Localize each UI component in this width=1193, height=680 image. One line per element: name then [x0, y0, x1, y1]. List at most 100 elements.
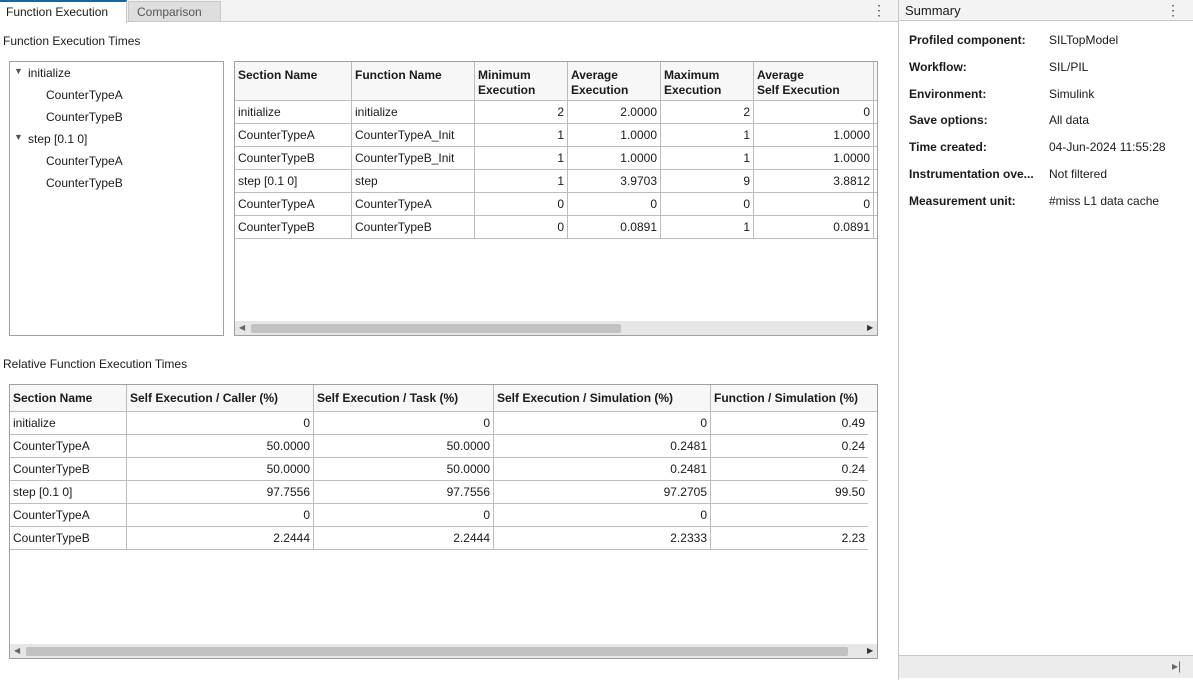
summary-label: Profiled component:: [909, 33, 1026, 47]
tree-node[interactable]: CounterTypeA: [46, 154, 123, 168]
column-header[interactable]: Average Self Execution: [754, 62, 874, 101]
table-cell: CounterTypeB: [235, 147, 352, 170]
table: Section Name initialize CounterTypeA Counte…: [234, 61, 878, 336]
table-cell: 0: [661, 193, 754, 216]
table-cell: CounterTypeA: [235, 193, 352, 216]
column-header[interactable]: Maximum Execution: [661, 62, 754, 101]
table-cell: 1: [475, 124, 568, 147]
menu-button[interactable]: ⋮: [1166, 2, 1180, 18]
scroll-arrow[interactable]: ▶: [867, 323, 874, 332]
table-cell: CounterTypeB: [235, 216, 352, 239]
menu-button[interactable]: ⋮: [872, 2, 886, 18]
summary-label: Time created:: [909, 140, 987, 155]
table-cell: 1.0000: [754, 147, 874, 170]
tree-node[interactable]: initialize: [28, 66, 71, 80]
table-cell: 0: [127, 412, 314, 435]
table: Section Name initialize CounterTypeA Counte…: [9, 384, 878, 659]
column-header[interactable]: Self Execution / Simulation (%): [494, 385, 711, 412]
column-header[interactable]: Section Name: [10, 385, 127, 412]
header-text: Execution: [478, 83, 536, 97]
table-cell: [711, 504, 868, 527]
scroll-arrow[interactable]: ◀: [14, 646, 21, 655]
table-cell: 1: [661, 216, 754, 239]
table-cell: 0: [494, 412, 711, 435]
expander[interactable]: ▼: [14, 66, 23, 76]
column-header[interactable]: Function / Simulation (%): [711, 385, 877, 412]
table-cell: 2.2333: [494, 527, 711, 550]
table-cell: 0.24: [711, 458, 868, 481]
table-cell: 0: [314, 412, 494, 435]
column-header[interactable]: Self Execution / Caller (%): [127, 385, 314, 412]
table-cell: 0: [127, 504, 314, 527]
column-header[interactable]: Minimum Execution: [475, 62, 568, 101]
column-header[interactable]: Function Name: [352, 62, 475, 101]
table-cell: 1: [661, 147, 754, 170]
header-text: Section Name: [238, 68, 318, 82]
expander[interactable]: ▼: [14, 132, 23, 142]
tree: ▼ initialize CounterTypeA CounterTypeB ▼ step…: [9, 61, 224, 336]
table-cell: 2: [475, 101, 568, 124]
table-cell: step [0.1 0]: [235, 170, 352, 193]
table-cell: 1: [475, 147, 568, 170]
table-cell: CounterTypeA: [352, 193, 475, 216]
summary-value: All data: [1049, 113, 1090, 128]
summary-header: Summary: [899, 0, 1193, 21]
scroll-thumb[interactable]: [26, 647, 848, 656]
tree-node[interactable]: CounterTypeB: [46, 176, 123, 190]
table-cell: 1.0000: [568, 124, 661, 147]
table-cell: [874, 124, 877, 147]
table-cell: step: [352, 170, 475, 193]
table-cell: 0.0891: [754, 216, 874, 239]
tab-active[interactable]: Function Execution: [0, 0, 127, 23]
table-cell: 0: [494, 504, 711, 527]
summary-value: Simulink: [1049, 86, 1095, 101]
header-text: Average: [757, 68, 804, 82]
summary-label: Save options:: [909, 113, 988, 128]
table-cell: 0: [568, 193, 661, 216]
collapse-icon[interactable]: ▸|: [1172, 659, 1182, 673]
header-text: Average: [571, 68, 618, 82]
scroll-arrow[interactable]: ▶: [867, 646, 874, 655]
table-cell: [874, 193, 877, 216]
column-header[interactable]: Section Name: [235, 62, 352, 101]
table-cell: 0.49: [711, 412, 868, 435]
tab-label: Comparison: [137, 5, 202, 19]
table-cell: 9: [661, 170, 754, 193]
table-cell: 1: [661, 124, 754, 147]
table-cell: [874, 170, 877, 193]
table-cell: 0.2481: [494, 435, 711, 458]
table-cell: 97.7556: [127, 481, 314, 504]
column-header[interactable]: Self Execution / Task (%): [314, 385, 494, 412]
table-cell: 0.2481: [494, 458, 711, 481]
tab[interactable]: Comparison: [128, 1, 221, 22]
scroll-arrow[interactable]: ◀: [239, 323, 246, 332]
header-text: Maximum: [664, 68, 720, 82]
table-cell: CounterTypeB_Init: [352, 147, 475, 170]
tree-node[interactable]: CounterTypeA: [46, 88, 123, 102]
table-cell: 0.0891: [568, 216, 661, 239]
table-cell: CounterTypeA: [10, 504, 127, 527]
table-cell: 3.8812: [754, 170, 874, 193]
tab-label: Function Execution: [6, 5, 109, 19]
tree-node[interactable]: step [0.1 0]: [28, 132, 88, 146]
table-cell: 2.2444: [314, 527, 494, 550]
scroll-thumb[interactable]: [251, 324, 621, 333]
header-text: Execution: [571, 83, 629, 97]
table-cell: 0: [314, 504, 494, 527]
summary-value: #miss L1 data cache: [1049, 193, 1160, 208]
table-cell: [874, 216, 877, 239]
header-text: Minimum: [478, 68, 531, 82]
table-cell: 3.9703: [568, 170, 661, 193]
section-title: Function Execution Times: [3, 34, 141, 48]
column-header[interactable]: Average Execution: [568, 62, 661, 101]
summary-list: Profiled component: SILTopModel Workflow: S…: [899, 30, 1193, 230]
summary-label: Environment:: [909, 86, 987, 101]
summary-value: SIL/PIL: [1049, 59, 1089, 74]
table-cell: initialize: [235, 101, 352, 124]
header-text: Execution: [664, 83, 722, 97]
table-cell: [874, 101, 877, 124]
table-cell: CounterTypeB: [10, 458, 127, 481]
tree-node[interactable]: CounterTypeB: [46, 110, 123, 124]
table-cell: 1: [475, 170, 568, 193]
